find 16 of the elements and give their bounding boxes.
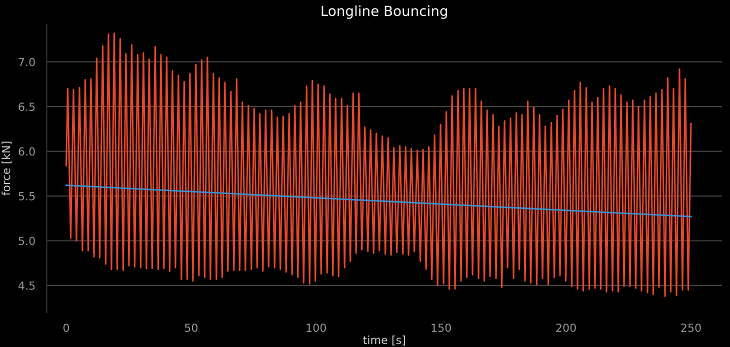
x-tick-label: 200 — [556, 324, 576, 332]
y-tick-label: 5.0 — [18, 236, 35, 246]
x-axis-title: time [s] — [363, 336, 405, 346]
chart-title: Longline Bouncing — [322, 5, 447, 19]
x-tick-label: 100 — [306, 324, 326, 332]
y-tick-label: 6.5 — [18, 102, 35, 111]
line-series — [65, 32, 692, 297]
y-tick-label: 6.0 — [18, 147, 35, 156]
x-tick-label: 50 — [184, 324, 198, 332]
x-tick-label: 250 — [681, 324, 701, 332]
y-tick-label: 4.5 — [18, 282, 35, 290]
x-tick-label: 0 — [63, 324, 70, 332]
y-tick-label: 5.5 — [18, 192, 35, 200]
y-axis-title: force [kN] — [2, 142, 12, 196]
x-tick-label: 150 — [432, 324, 451, 332]
y-tick-label: 7.0 — [18, 58, 35, 66]
